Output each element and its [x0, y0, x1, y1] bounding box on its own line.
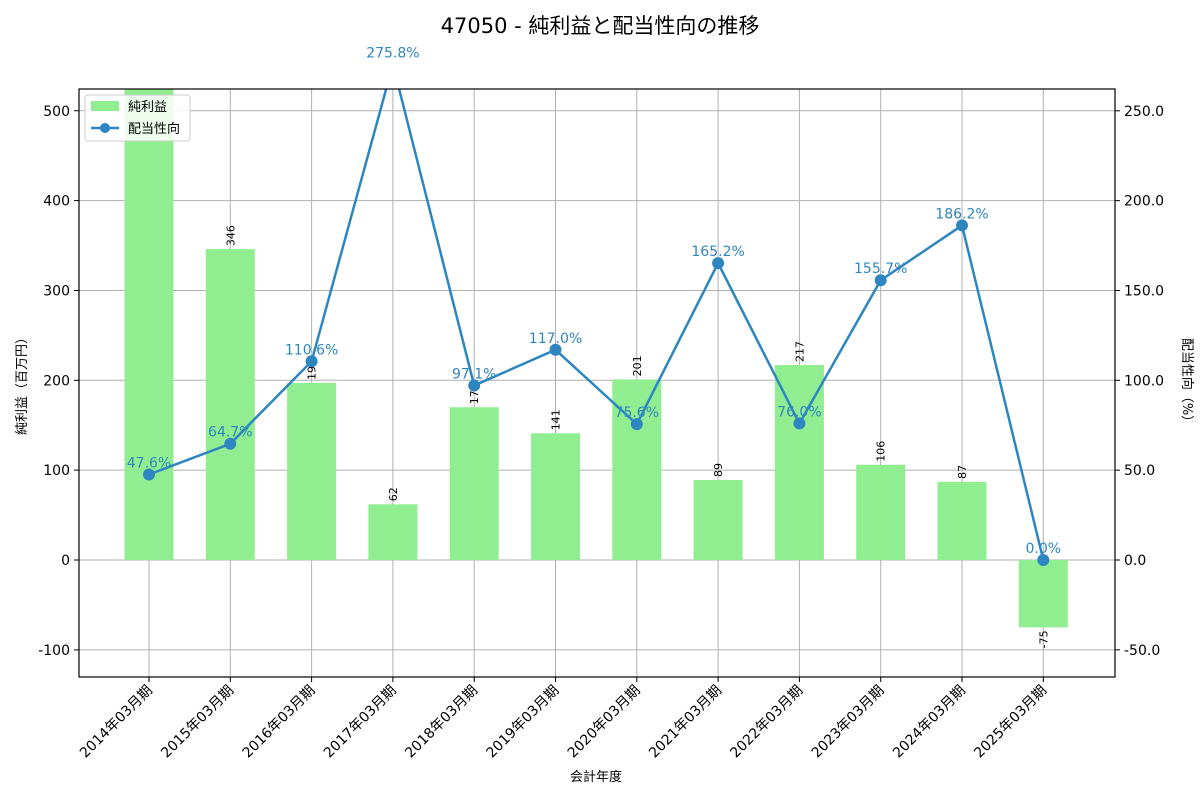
bar-value-label: -75	[1037, 630, 1050, 648]
percent-value-label: 117.0%	[529, 331, 582, 347]
bar-series	[124, 89, 1068, 628]
legend: 純利益 配当性向	[84, 94, 191, 142]
y-right-tick-label: -50.0	[1124, 643, 1160, 659]
line-marker	[956, 219, 968, 232]
bar-value-label: 141	[550, 409, 563, 430]
line-marker	[143, 468, 155, 481]
y-left-tick-label: 100	[43, 463, 70, 479]
bar	[937, 481, 987, 560]
line-marker	[224, 437, 237, 450]
x-tick-label: 2016年03月期	[240, 683, 319, 762]
y-right-tick-label: 50.0	[1124, 463, 1155, 479]
y-left-tick-label: 500	[43, 104, 70, 120]
line-series	[143, 89, 1050, 566]
plot-frame	[78, 88, 1116, 678]
payout-ratio-line	[148, 89, 1045, 561]
x-tick-label: 2023年03月期	[809, 683, 888, 762]
y-right-tick-label: 0.0	[1124, 553, 1146, 569]
y-axis-right-title: 配当性向（%）	[1179, 338, 1195, 428]
bar-value-label: 201	[631, 355, 644, 376]
bar-value-label: 217	[793, 341, 806, 362]
line-marker	[549, 343, 562, 356]
percent-value-label: 0.0%	[1026, 541, 1062, 557]
bar	[124, 89, 174, 560]
bar-value-label: 106	[875, 441, 888, 462]
x-tick-label: 2019年03月期	[484, 683, 563, 762]
y-right-tick-label: 250.0	[1124, 104, 1164, 120]
bar-value-label: 89	[712, 463, 725, 477]
y-left-tick-label: 300	[43, 283, 70, 299]
bar	[693, 480, 743, 560]
bar	[1018, 560, 1068, 628]
percent-value-label: 110.6%	[285, 342, 338, 358]
y-left-tick-label: 400	[43, 194, 70, 210]
chart-title: 47050 - 純利益と配当性向の推移	[441, 14, 760, 38]
line-marker	[874, 274, 887, 287]
y-left-tick-label: 200	[43, 373, 70, 389]
legend-label-payout-ratio: 配当性向	[128, 121, 180, 137]
y-right-tick-label: 100.0	[1124, 373, 1164, 389]
y-right-tick-label: 150.0	[1124, 283, 1164, 299]
legend-marker-icon	[100, 123, 110, 133]
x-tick-label: 2015年03月期	[158, 683, 237, 762]
x-tick-label: 2022年03月期	[727, 683, 806, 762]
line-marker	[712, 257, 725, 270]
x-tick-label: 2018年03月期	[402, 683, 481, 762]
line-marker	[1037, 554, 1050, 566]
x-tick-label: 2025年03月期	[971, 683, 1050, 762]
line-marker	[468, 379, 481, 392]
percent-value-label: 186.2%	[935, 206, 988, 222]
percent-value-label: 275.8%	[366, 45, 419, 61]
percent-labels: 47.6% 64.7% 110.6% 275.8% 97.1% 117.0% 75.6% 16…	[127, 45, 1061, 557]
bar	[856, 464, 906, 560]
y-right-tick-label: 200.0	[1124, 194, 1164, 210]
bar	[531, 433, 580, 560]
bar	[287, 382, 337, 560]
bar-value-label: 346	[224, 225, 237, 246]
legend-bar-swatch-icon	[91, 101, 119, 111]
percent-value-label: 75.6%	[615, 405, 659, 421]
x-tick-label: 2014年03月期	[77, 683, 156, 762]
bar	[449, 407, 499, 560]
bar	[774, 365, 824, 560]
percent-value-label: 64.7%	[208, 425, 252, 441]
percent-value-label: 155.7%	[854, 261, 907, 277]
line-marker	[793, 417, 806, 430]
x-axis-title: 会計年度	[570, 769, 622, 785]
percent-value-label: 47.6%	[127, 455, 171, 471]
bar	[368, 504, 418, 560]
x-tick-label: 2020年03月期	[565, 683, 644, 762]
y-left-tick-label: -100	[38, 643, 70, 659]
percent-value-label: 165.2%	[691, 244, 744, 260]
legend-label-net-income: 純利益	[128, 100, 167, 115]
y-left-tick-label: 0	[61, 553, 70, 569]
right-axis: -50.0 0.0 50.0 100.0 150.0 200.0 250.0	[1115, 104, 1164, 659]
percent-value-label: 76.0%	[777, 404, 821, 420]
x-axis: 2014年03月期 2015年03月期 2016年03月期 2017年03月期 2018…	[77, 677, 1050, 761]
bar-value-label: 62	[387, 487, 400, 501]
x-tick-label: 2024年03月期	[890, 683, 969, 762]
x-tick-label: 2021年03月期	[646, 683, 725, 762]
bar-value-label: 87	[956, 465, 969, 479]
percent-value-label: 97.1%	[452, 367, 496, 383]
bar	[205, 249, 255, 560]
x-tick-label: 2017年03月期	[321, 683, 400, 762]
line-marker	[630, 418, 643, 431]
y-axis-left-title: 純利益（百万円）	[15, 331, 30, 435]
left-axis: -100 0 100 200 300 400 500	[38, 104, 79, 659]
line-marker	[305, 355, 318, 368]
